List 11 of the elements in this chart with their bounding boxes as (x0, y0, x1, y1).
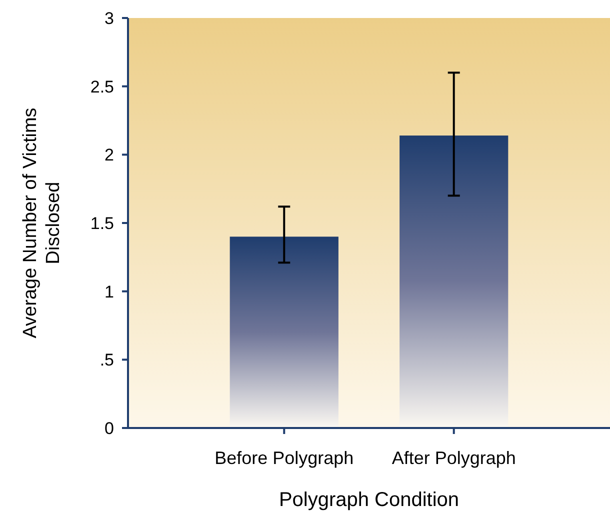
y-tick-label: 1 (104, 282, 114, 302)
x-axis-title: Polygraph Condition (278, 489, 460, 511)
y-tick-label: 2.5 (90, 77, 114, 96)
x-tick-label: Before Polygraph (214, 448, 354, 468)
y-tick-label: 1.5 (90, 214, 114, 233)
y-tick-label: 0 (104, 418, 114, 438)
y-axis-title: Average Number of Victims Disclosed (20, 108, 64, 338)
y-tick-label: 3 (104, 8, 114, 28)
x-tick-label: After Polygraph (392, 448, 516, 468)
y-tick-label: .5 (100, 350, 114, 370)
y-tick-label: 2 (104, 146, 114, 165)
